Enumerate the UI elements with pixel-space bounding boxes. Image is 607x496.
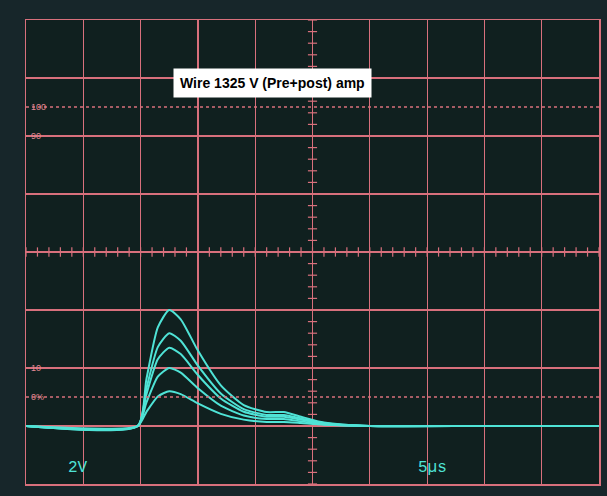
svg-text:10: 10	[31, 363, 41, 373]
svg-text:Wire 1325 V (Pre+post) amp: Wire 1325 V (Pre+post) amp	[180, 75, 365, 91]
svg-text:5µs: 5µs	[418, 459, 447, 477]
svg-text:100: 100	[31, 102, 46, 112]
svg-text:2V: 2V	[68, 459, 88, 477]
svg-text:0%: 0%	[31, 392, 44, 402]
svg-text:90: 90	[31, 131, 41, 141]
